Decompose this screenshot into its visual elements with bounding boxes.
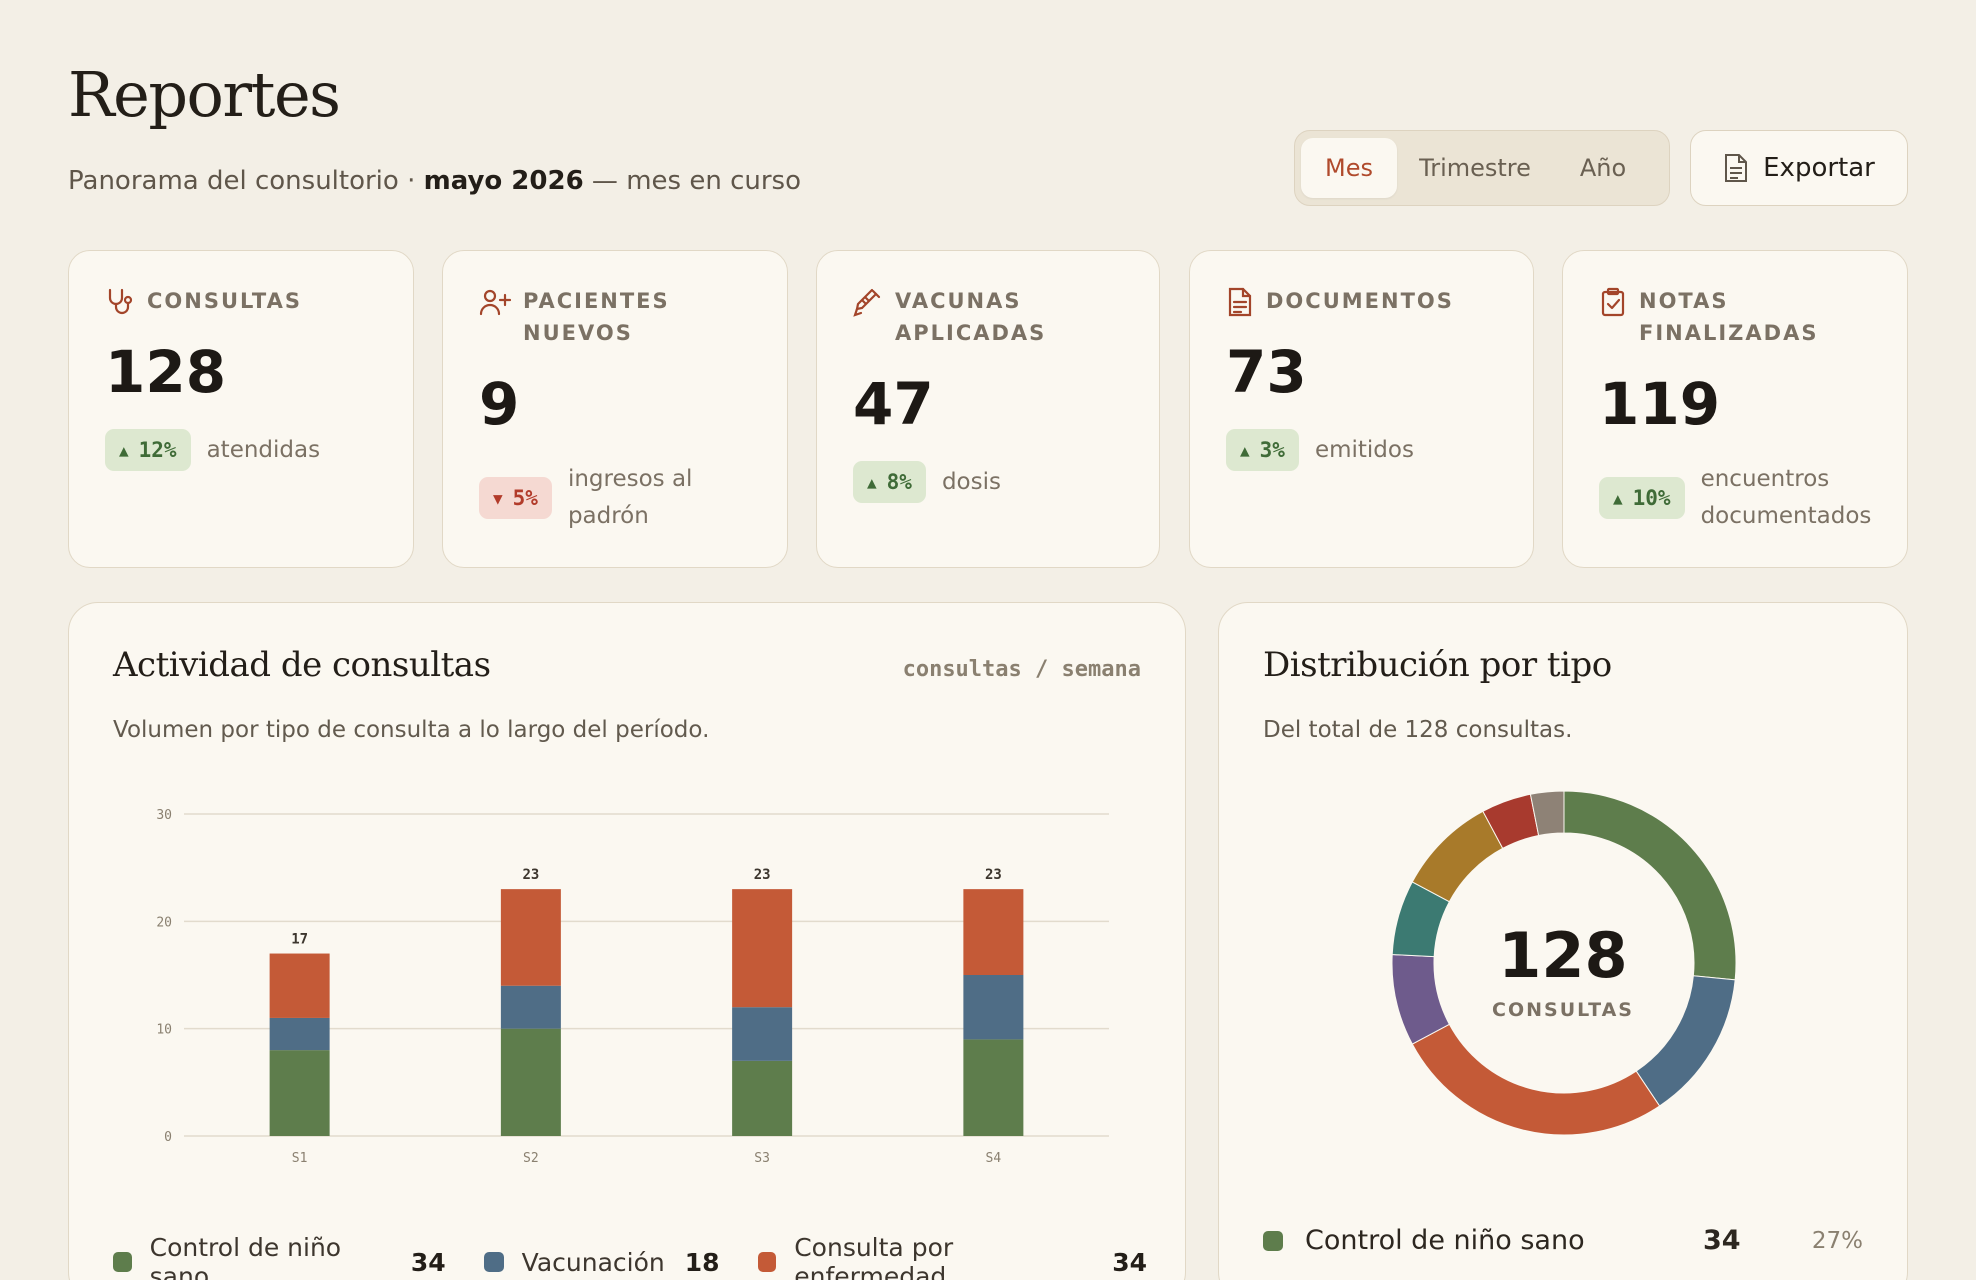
- bar-total-label: 23: [985, 867, 1002, 883]
- legend-swatch: [1263, 1230, 1283, 1251]
- document-icon: [1228, 287, 1252, 317]
- kpi-note: dosis: [941, 468, 1001, 495]
- bar-segment: [732, 1007, 793, 1061]
- kpi-label: DOCUMENTOS: [1266, 289, 1454, 313]
- page-title: Reportes: [68, 58, 341, 131]
- kpi-value: 9: [479, 370, 520, 438]
- kpi-card-notas-finalizadas: NOTAS FINALIZADAS 119 ▲ 10% encuentros docu…: [1562, 250, 1908, 568]
- legend-swatch: [483, 1252, 504, 1272]
- bar-segment: [269, 1017, 330, 1051]
- bar-segment: [963, 1039, 1024, 1136]
- kpi-card-documentos: DOCUMENTOS 73 ▲ 3% emitidos: [1189, 250, 1534, 568]
- donut-slice: [1635, 975, 1736, 1107]
- subtitle-period: mayo 2026: [423, 166, 584, 196]
- subtitle-suffix: — mes en curso: [583, 166, 801, 196]
- distribution-title: Distribución por tipo: [1263, 645, 1612, 685]
- y-tick-label: 0: [164, 1130, 172, 1145]
- x-tick-label: S4: [986, 1151, 1002, 1166]
- bar-segment: [500, 889, 561, 986]
- kpi-value: 47: [853, 370, 934, 438]
- bar-segment: [269, 1050, 330, 1136]
- bar-segment: [269, 953, 330, 1018]
- kpi-label: CONSULTAS: [147, 289, 302, 313]
- triangle-down-icon: ▼: [493, 488, 503, 508]
- trend-badge-up: ▲ 3%: [1226, 429, 1299, 471]
- kpi-value: 73: [1226, 338, 1307, 406]
- distribution-panel: Distribución por tipo Del total de 128 c…: [1218, 602, 1908, 1280]
- trend-badge-up: ▲ 12%: [105, 429, 191, 471]
- bar-total-label: 23: [522, 867, 539, 883]
- trend-badge-up: ▲ 8%: [853, 461, 926, 503]
- stethoscope-icon: [108, 288, 133, 315]
- activity-unit: consultas / semana: [902, 657, 1141, 682]
- trend-badge-down: ▼ 5%: [479, 477, 552, 519]
- bar-segment: [732, 1060, 793, 1136]
- kpi-note: ingresos al padrón: [567, 466, 693, 529]
- syringe-icon: [853, 288, 881, 317]
- period-year-button[interactable]: Año: [1579, 154, 1627, 182]
- page-subtitle: Panorama del consultorio · mayo 2026 — m…: [68, 166, 801, 196]
- distribution-row: Control de niño sano 34 27%: [1263, 1225, 1863, 1256]
- export-label: Exportar: [1763, 153, 1875, 183]
- activity-legend: Control de niño sano 34 Vacunación 18 Cons…: [113, 1233, 1185, 1280]
- stacked-bar-chart: 0 10 20 30 17 S1 23 S2 23 S3 23 S4: [156, 808, 1109, 1166]
- y-tick-label: 10: [156, 1023, 172, 1038]
- x-tick-label: S3: [754, 1151, 770, 1166]
- clipboard-check-icon: [1601, 287, 1625, 317]
- legend-item-vacunacion: Vacunación 18: [483, 1248, 720, 1277]
- kpi-card-pacientes-nuevos: PACIENTES NUEVOS 9 ▼ 5% ingresos al padrón: [442, 250, 788, 568]
- kpi-note: emitidos: [1314, 436, 1414, 463]
- kpi-note: atendidas: [206, 436, 321, 463]
- y-tick-label: 20: [156, 915, 172, 930]
- bar-total-label: 17: [291, 932, 308, 948]
- kpi-card-consultas: CONSULTAS 128 ▲ 12% atendidas: [68, 250, 414, 568]
- period-quarter-button[interactable]: Trimestre: [1419, 154, 1531, 182]
- triangle-up-icon: ▲: [1613, 488, 1623, 508]
- subtitle-prefix: Panorama del consultorio ·: [68, 166, 424, 196]
- bar-segment: [963, 975, 1024, 1040]
- bar-segment: [500, 985, 561, 1029]
- bar-segment: [963, 889, 1024, 975]
- legend-swatch: [757, 1252, 777, 1272]
- activity-title: Actividad de consultas: [113, 645, 491, 685]
- donut-slice: [1411, 1023, 1661, 1136]
- distribution-description: Del total de 128 consultas.: [1263, 717, 1573, 743]
- bar-total-label: 23: [754, 867, 771, 883]
- kpi-note: encuentros documentados: [1700, 466, 1872, 529]
- bar-segment: [732, 889, 793, 1008]
- donut-center-value: 128: [1498, 919, 1628, 992]
- triangle-up-icon: ▲: [119, 440, 129, 460]
- x-tick-label: S2: [523, 1151, 539, 1166]
- period-month-button[interactable]: Mes: [1301, 138, 1397, 198]
- donut-chart: [1391, 790, 1737, 1136]
- triangle-up-icon: ▲: [1240, 440, 1250, 460]
- document-icon: [1725, 154, 1748, 182]
- trend-badge-up: ▲ 10%: [1599, 477, 1685, 519]
- legend-item-control: Control de niño sano 34: [113, 1233, 446, 1280]
- activity-description: Volumen por tipo de consulta a lo largo …: [113, 717, 710, 743]
- donut-center-label: CONSULTAS: [1492, 999, 1634, 1021]
- period-toggle: Mes Trimestre Año: [1294, 130, 1670, 206]
- kpi-value: 119: [1599, 370, 1721, 438]
- donut-slice: [1411, 810, 1504, 903]
- export-button[interactable]: Exportar: [1690, 130, 1908, 206]
- activity-panel: Actividad de consultas consultas / seman…: [68, 602, 1186, 1280]
- kpi-label: NOTAS FINALIZADAS: [1639, 289, 1819, 345]
- kpi-card-vacunas-aplicadas: VACUNAS APLICADAS 47 ▲ 8% dosis: [816, 250, 1160, 568]
- kpi-label: VACUNAS APLICADAS: [895, 289, 1047, 345]
- donut-slice: [1529, 790, 1565, 837]
- user-plus-icon: [479, 289, 511, 316]
- kpi-label: PACIENTES NUEVOS: [523, 289, 670, 345]
- y-tick-label: 30: [156, 808, 172, 823]
- kpi-value: 128: [105, 338, 227, 406]
- legend-swatch: [113, 1252, 132, 1272]
- bar-segment: [500, 1028, 561, 1136]
- triangle-up-icon: ▲: [867, 472, 877, 492]
- x-tick-label: S1: [292, 1151, 308, 1166]
- legend-item-enfermedad: Consulta por enfermedad 34: [757, 1233, 1147, 1280]
